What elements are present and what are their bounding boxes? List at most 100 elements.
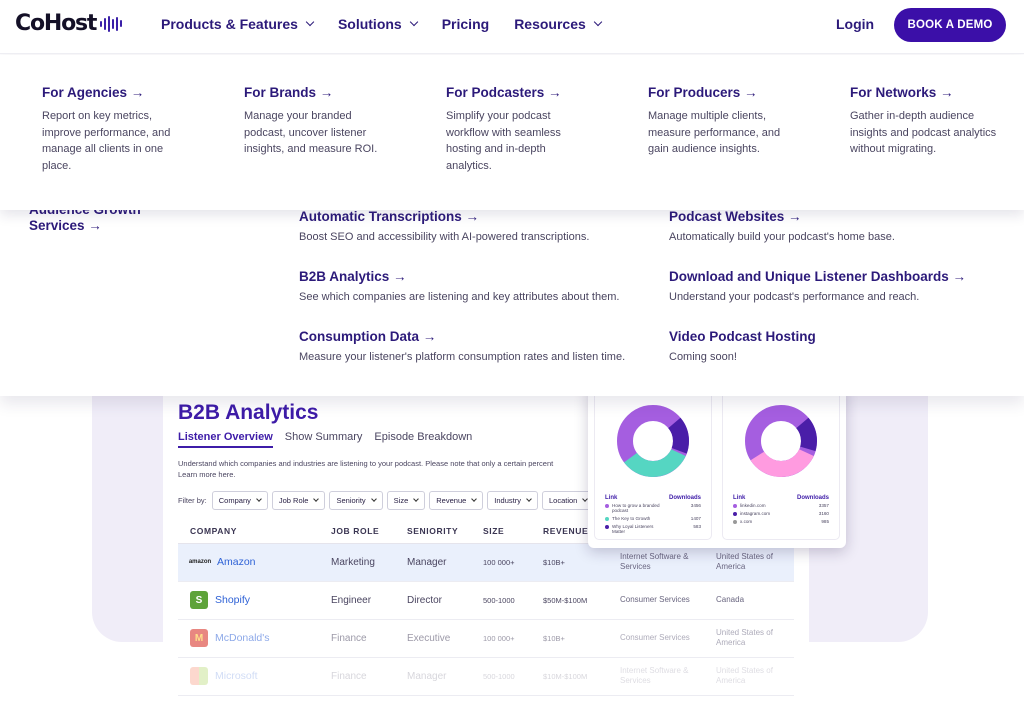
legend-value: 3357	[818, 503, 829, 508]
industry-cell: Internet Software & Services	[608, 543, 704, 582]
login-link[interactable]: Login	[836, 16, 875, 32]
filter-text: Revenue	[436, 496, 467, 505]
learn-more-link[interactable]: Learn more here.	[178, 469, 236, 479]
filter-industry[interactable]: Industry	[487, 491, 538, 510]
nav-label: Pricing	[441, 16, 490, 32]
referrer-downloads-panel: Link Downloads linkedin.com 3357 instagram…	[722, 390, 840, 540]
feature-title: Consumption Data →	[299, 329, 437, 344]
feature-desc: See which companies are listening and ke…	[299, 291, 620, 303]
company-name: Amazon	[217, 556, 256, 568]
audience-desc: Report on key metrics, improve performan…	[42, 110, 171, 172]
legend-label: Why Loyal Listeners Matter	[612, 524, 654, 534]
filter-bar: Filter by: Company Job Role Seniority Si…	[178, 491, 598, 510]
filter-company[interactable]: Company	[211, 491, 268, 510]
donut-header: Link Downloads	[605, 495, 701, 501]
tab-show-summary[interactable]: Show Summary	[284, 431, 363, 443]
table-row[interactable]: S Shopify Engineer Director 500-1000 $50M…	[178, 581, 794, 620]
audience-desc: Simplify your podcast workflow with seam…	[446, 110, 561, 172]
location-cell: United States of America	[704, 543, 794, 582]
chevron-down-icon	[471, 496, 478, 502]
seniority-cell: Manager	[395, 543, 471, 582]
b2b-title: B2B Analytics	[178, 401, 319, 424]
company-cell: amazon Amazon	[178, 543, 319, 582]
company-cell: Microsoft	[178, 657, 319, 696]
tab-episode-breakdown[interactable]: Episode Breakdown	[374, 431, 473, 443]
legend-label: How to grow a branded podcast	[612, 503, 660, 513]
feature-title: Podcast Websites →	[669, 209, 802, 224]
seniority-cell: Executive	[395, 619, 471, 658]
nav-label: Resources	[514, 16, 586, 32]
job-role-cell: Finance	[319, 619, 395, 658]
company-cell: M McDonald's	[178, 619, 319, 658]
legend-row: Why Loyal Listeners Matter 583	[605, 524, 701, 534]
job-role-cell: Marketing	[319, 543, 395, 582]
filter-text: Location	[548, 496, 578, 505]
feature-video-podcast-hosting[interactable]: Video Podcast Hosting Coming soon!	[669, 329, 1024, 363]
feature-title: Video Podcast Hosting	[669, 329, 816, 344]
size-cell: 500-1000	[471, 581, 531, 620]
audience-networks[interactable]: For Networks → Gather in-depth audience …	[850, 85, 1024, 158]
feature-podcast-websites[interactable]: Podcast Websites → Automatically build y…	[669, 209, 1024, 243]
filter-size[interactable]: Size	[386, 491, 426, 510]
filter-text: Job Role	[278, 496, 309, 505]
audience-title: For Podcasters →	[446, 85, 562, 100]
chevron-down-icon	[593, 17, 603, 27]
mcdonalds-logo-icon: M	[190, 629, 208, 647]
audience-producers[interactable]: For Producers → Manage multiple clients,…	[648, 85, 850, 158]
audience-podcasters[interactable]: For Podcasters → Simplify your podcast w…	[446, 85, 648, 174]
nav-pricing[interactable]: Pricing	[442, 16, 489, 32]
audience-title: For Brands →	[244, 85, 334, 100]
chevron-down-icon	[370, 496, 377, 502]
legend-row: linkedin.com 3357	[733, 503, 829, 508]
seniority-cell: Director	[395, 581, 471, 620]
feature-listener-dashboards[interactable]: Download and Unique Listener Dashboards …	[669, 269, 1024, 303]
industry-cell: Consumer Services	[608, 619, 704, 658]
table-row[interactable]: Microsoft Finance Manager 500-1000 $10M-…	[178, 657, 794, 696]
feature-title: B2B Analytics →	[299, 269, 407, 284]
legend-label: instagram.com	[740, 511, 771, 516]
header-right: Downloads	[796, 495, 829, 501]
feature-automatic-transcriptions[interactable]: Automatic Transcriptions → Boost SEO and…	[299, 209, 659, 243]
column-header[interactable]: COMPANY	[178, 520, 319, 544]
feature-b2b-analytics[interactable]: B2B Analytics → See which companies are …	[299, 269, 659, 303]
chevron-down-icon	[413, 496, 420, 502]
filter-location[interactable]: Location	[541, 491, 595, 510]
audience-brands[interactable]: For Brands → Manage your branded podcast…	[244, 85, 446, 158]
audience-desc: Gather in-depth audience insights and po…	[850, 110, 997, 155]
products-dropdown: For Agencies → Report on key metrics, im…	[0, 55, 1024, 396]
feature-desc: Boost SEO and accessibility with AI-powe…	[299, 231, 590, 243]
table-row[interactable]: M McDonald's Finance Executive 100 000+ $…	[178, 619, 794, 658]
microsoft-logo-icon	[190, 667, 208, 685]
audience-agencies[interactable]: For Agencies → Report on key metrics, im…	[42, 85, 244, 174]
feature-consumption-data[interactable]: Consumption Data → Measure your listener…	[299, 329, 659, 363]
location-cell: United States of America	[704, 619, 794, 658]
filter-label: Filter by:	[178, 496, 207, 505]
book-demo-button[interactable]: BOOK A DEMO	[894, 8, 1006, 42]
company-name: Microsoft	[215, 670, 258, 682]
donut-legend: How to grow a branded podcast 3456 The Ke…	[605, 503, 701, 537]
job-role-cell: Engineer	[319, 581, 395, 620]
legend-label: The Key to Growth	[612, 516, 651, 521]
legend-value: 3160	[818, 511, 829, 516]
nav-resources[interactable]: Resources	[514, 16, 603, 32]
filter-seniority[interactable]: Seniority	[329, 491, 383, 510]
nav-label: Solutions	[337, 16, 402, 32]
legend-row: x.com 985	[733, 519, 829, 524]
table-row[interactable]: amazon Amazon Marketing Manager 100 000+ …	[178, 543, 794, 582]
nav-solutions[interactable]: Solutions	[337, 16, 418, 32]
legend-row: instagram.com 3160	[733, 511, 829, 516]
logo[interactable]: CoHost	[15, 11, 123, 36]
nav-products-features[interactable]: Products & Features	[161, 16, 315, 32]
chevron-down-icon	[526, 496, 532, 502]
audience-desc: Manage your branded podcast, uncover lis…	[244, 110, 378, 155]
tab-listener-overview[interactable]: Listener Overview	[178, 431, 273, 448]
legend-value: 583	[693, 524, 701, 529]
filter-revenue[interactable]: Revenue	[429, 491, 484, 510]
filter-job-role[interactable]: Job Role	[271, 491, 326, 510]
column-header[interactable]: JOB ROLE	[319, 520, 395, 544]
main-menu: Products & Features Solutions Pricing Re…	[161, 16, 626, 32]
size-cell: 100 000+	[471, 543, 531, 582]
column-header[interactable]: SENIORITY	[395, 520, 471, 544]
column-header[interactable]: SIZE	[471, 520, 531, 544]
legend-value: 1407	[690, 516, 701, 521]
